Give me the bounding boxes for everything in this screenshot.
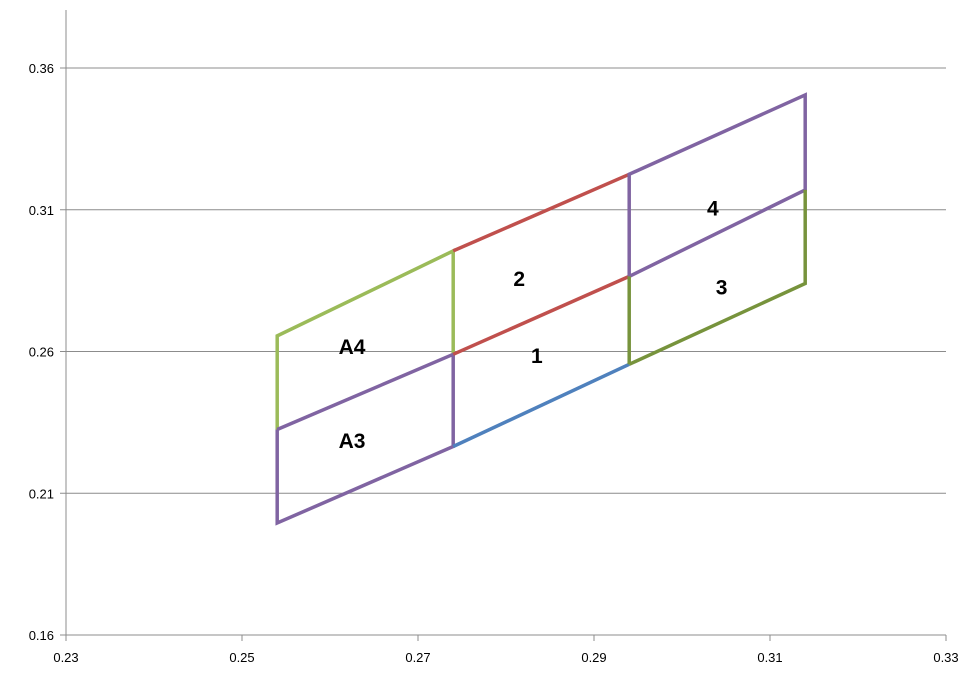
- series-lines: [275, 92, 807, 526]
- y-tick-label: 0.36: [29, 61, 54, 76]
- x-tick-label: 0.25: [229, 650, 254, 665]
- region-label-4: 4: [707, 197, 719, 220]
- series-line-3: [275, 354, 455, 526]
- x-tick-label: 0.31: [757, 650, 782, 665]
- region-label-a3: A3: [339, 430, 366, 453]
- region-label-2: 2: [513, 268, 525, 291]
- series-line-4: [452, 172, 630, 253]
- x-tick-label: 0.23: [53, 650, 78, 665]
- region-label-a4: A4: [339, 336, 366, 359]
- y-tick-label: 0.16: [29, 628, 54, 643]
- gridlines: [66, 67, 946, 494]
- series-line-1: [275, 248, 455, 430]
- x-tick-label: 0.29: [581, 650, 606, 665]
- y-tick-label: 0.26: [29, 345, 54, 360]
- series-line-7: [627, 92, 807, 278]
- region-labels: A4 A3 2 1 4 3: [339, 197, 728, 452]
- y-tick-label: 0.21: [29, 486, 54, 501]
- series-line-9: [628, 189, 807, 366]
- series-line-2: [276, 352, 454, 432]
- x-tick-label: 0.33: [933, 650, 958, 665]
- region-label-1: 1: [531, 345, 543, 368]
- series-line-6: [452, 362, 630, 449]
- y-tick-label: 0.31: [29, 203, 54, 218]
- region-label-3: 3: [716, 277, 728, 300]
- series-line-5: [452, 274, 630, 356]
- x-tick-label: 0.27: [405, 650, 430, 665]
- axes: 0.16 0.21 0.26 0.31 0.36 0.23 0.25 0.27 0.29 0.31…: [29, 10, 959, 665]
